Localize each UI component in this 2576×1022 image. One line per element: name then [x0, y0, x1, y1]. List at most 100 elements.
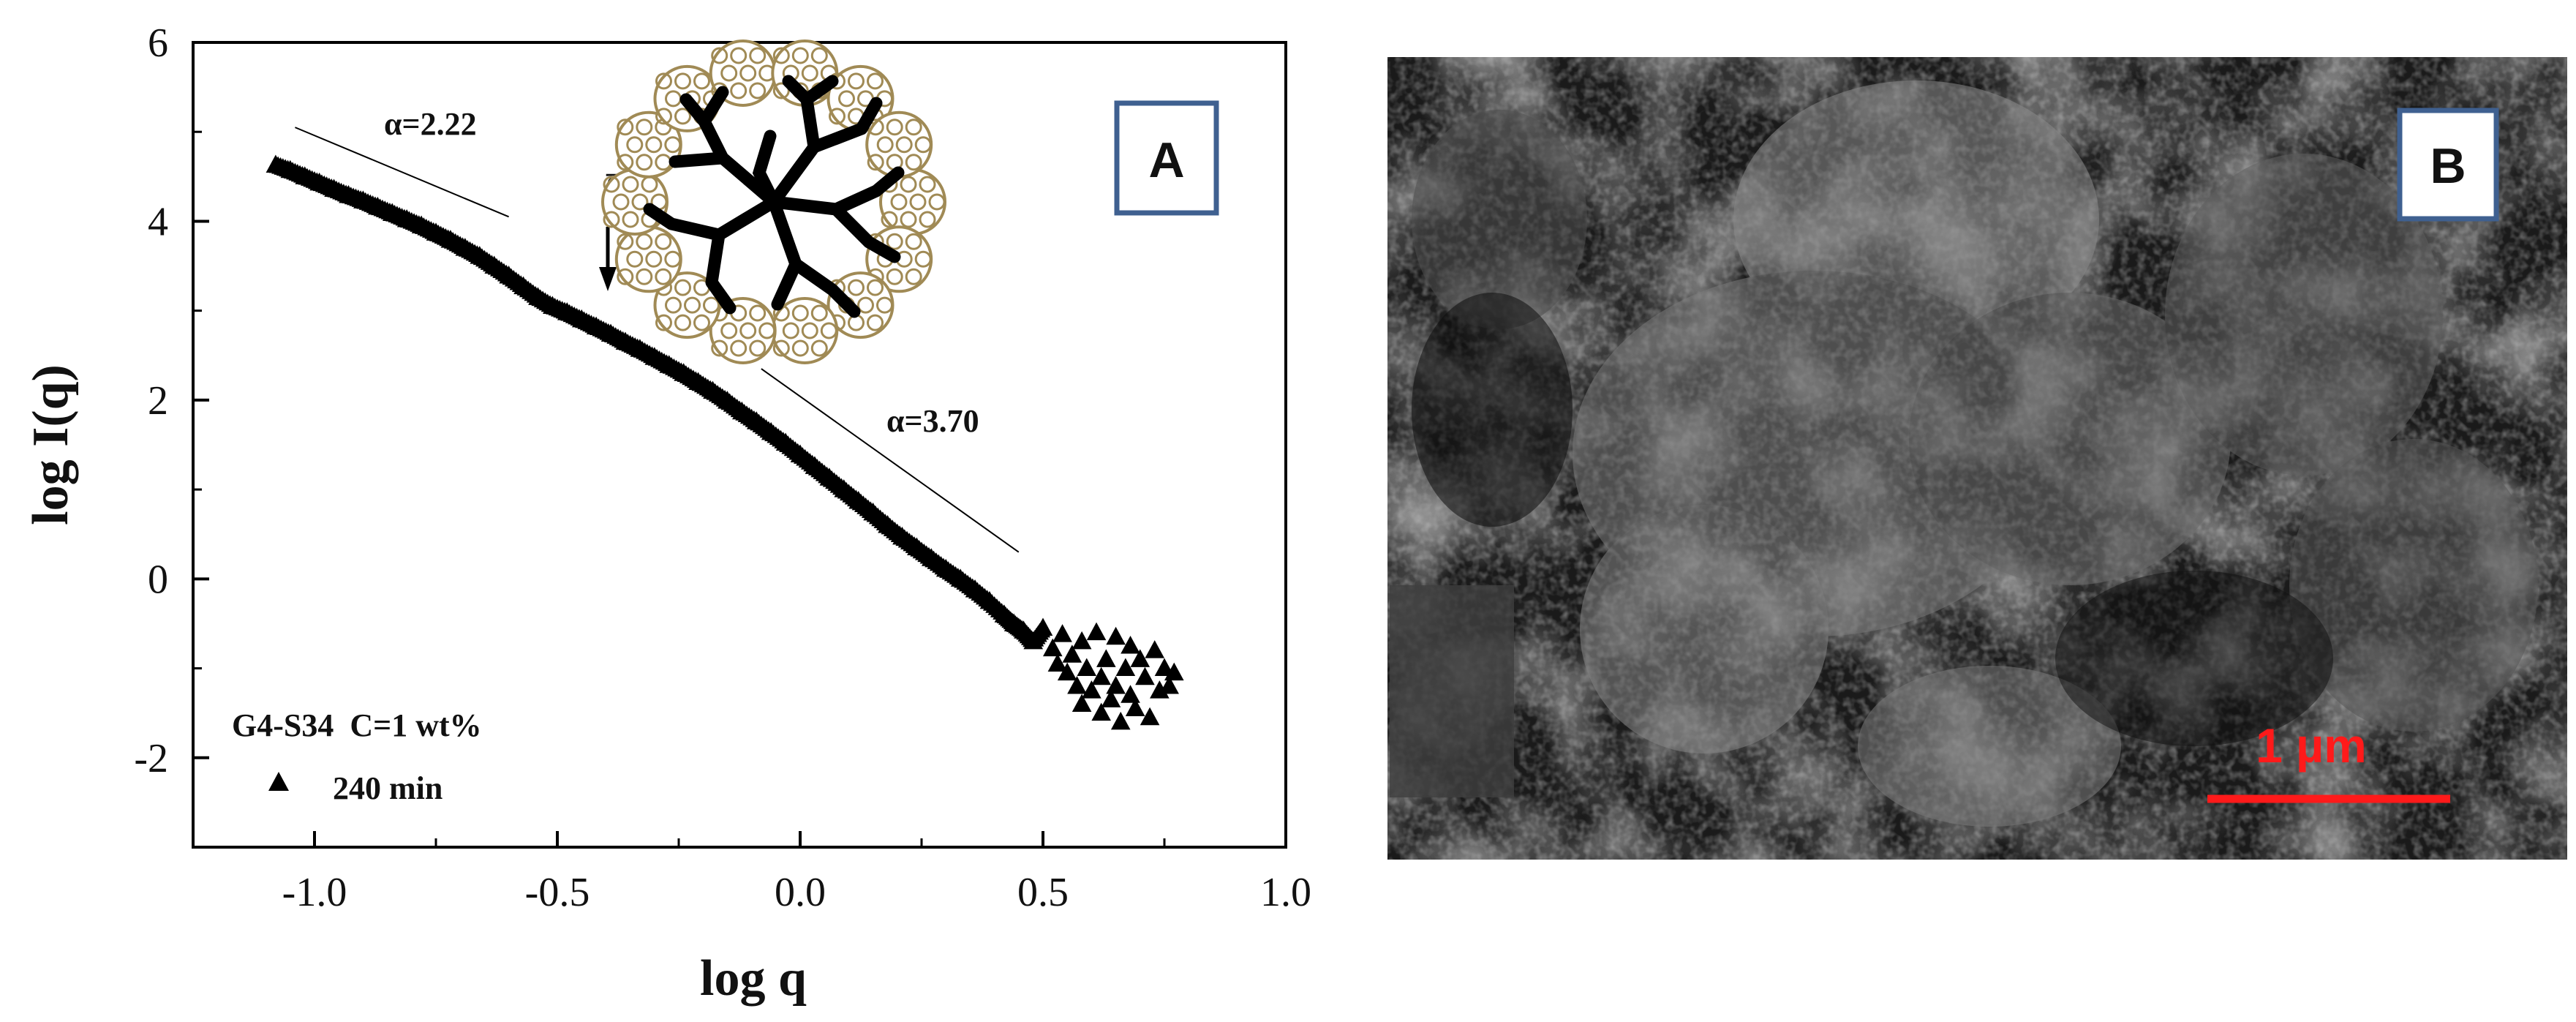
y-tick-label: 4: [148, 199, 168, 244]
scale-bar: 1 µm: [2207, 718, 2450, 803]
x-tick-label: -0.5: [525, 870, 590, 915]
data-series-240min: [265, 154, 1184, 730]
data-point: [907, 537, 927, 556]
data-point: [1135, 666, 1155, 685]
data-point: [761, 421, 781, 440]
data-point: [1033, 617, 1053, 636]
inset-core: [643, 75, 905, 318]
data-point: [295, 166, 315, 184]
data-point: [600, 323, 621, 342]
data-point: [528, 287, 548, 305]
data-point: [1052, 624, 1072, 642]
data-point: [513, 276, 533, 295]
panel-label-a: A: [1114, 100, 1219, 216]
data-point: [309, 172, 329, 191]
data-point: [1047, 653, 1068, 672]
inset-shell-sphere: [614, 225, 682, 293]
data-point: [1062, 645, 1082, 663]
data-point: [892, 526, 912, 545]
data-point: [368, 196, 388, 215]
legend-entry-240min: 240 min: [333, 770, 442, 806]
data-point: [935, 558, 956, 577]
data-point: [1096, 649, 1116, 667]
data-point: [1014, 620, 1033, 639]
data-point: [339, 185, 358, 203]
inset-shell-sphere: [709, 297, 777, 364]
data-point: [1042, 638, 1063, 657]
x-axis-ticks: -1.0 -0.5 0.0 0.5 1.0: [192, 831, 1311, 915]
data-point: [1125, 698, 1145, 717]
data-point: [615, 331, 636, 350]
y-tick-label: 2: [148, 378, 168, 424]
data-point: [1091, 666, 1111, 685]
data-point: [703, 380, 723, 399]
x-tick-label: 0.0: [775, 870, 826, 915]
data-point: [994, 604, 1014, 623]
data-point: [470, 246, 490, 264]
data-point: [819, 467, 840, 486]
data-point: [1110, 711, 1131, 730]
data-point: [324, 179, 344, 197]
data-point: [1164, 662, 1184, 681]
data-point: [1023, 631, 1044, 650]
fit-lines: [295, 127, 1020, 553]
inset-shell-sphere: [601, 168, 669, 236]
inset-shell-sphere: [614, 110, 682, 179]
data-point: [1086, 622, 1107, 641]
data-point: [484, 255, 504, 274]
xi-arrow-head: [599, 267, 617, 291]
data-point: [1057, 662, 1077, 681]
panel-letter-a: A: [1148, 132, 1184, 188]
data-point: [921, 548, 941, 566]
scale-bar-label: 1 µm: [2256, 718, 2367, 773]
data-point: [586, 316, 606, 335]
data-point: [863, 502, 883, 521]
data-point: [1106, 626, 1126, 645]
data-point: [411, 215, 432, 234]
data-point: [1159, 676, 1179, 694]
data-point: [1082, 680, 1101, 699]
fit-label-low-q: α=2.22: [384, 106, 477, 142]
data-point: [499, 266, 519, 284]
data-point: [965, 579, 985, 598]
data-point: [382, 203, 402, 221]
data-point: [1072, 694, 1092, 712]
data-point: [280, 159, 301, 179]
x-axis-title: log q: [700, 950, 807, 1007]
data-point: [848, 491, 868, 509]
data-point: [1003, 613, 1024, 631]
data-point: [732, 401, 752, 420]
data-point: [630, 339, 650, 357]
data-point: [1106, 676, 1126, 694]
data-point: [455, 238, 475, 256]
data-point: [878, 515, 897, 533]
y-axis-title: log I(q): [23, 364, 79, 525]
data-point: [834, 479, 854, 497]
data-point: [644, 347, 665, 365]
data-point: [1067, 676, 1087, 694]
data-point: [746, 411, 767, 429]
x-tick-label: -1.0: [282, 870, 347, 915]
dendrimer-inset: [601, 40, 946, 364]
fit-line: [761, 368, 1020, 553]
fit-label-high-q: α=3.70: [886, 403, 979, 439]
data-point: [571, 309, 592, 328]
y-tick-label: 0: [148, 557, 168, 602]
panel-label-b: B: [2397, 108, 2499, 222]
x-tick-label: 1.0: [1260, 870, 1311, 915]
x-tick-label: 0.5: [1017, 870, 1069, 915]
panel-letter-b: B: [2430, 138, 2466, 194]
y-axis-ticks: -2 0 2 4 6: [134, 20, 209, 849]
data-point: [1072, 631, 1092, 650]
y-tick-label: 6: [148, 20, 168, 66]
sem-texture: [1387, 57, 2567, 860]
fit-line: [295, 127, 509, 218]
inset-shell-sphere: [653, 271, 721, 339]
legend-marker: [268, 772, 289, 791]
data-point: [426, 222, 446, 241]
sem-bright-regions: [1412, 80, 2538, 827]
data-point: [805, 456, 825, 474]
data-point: [1130, 649, 1150, 667]
